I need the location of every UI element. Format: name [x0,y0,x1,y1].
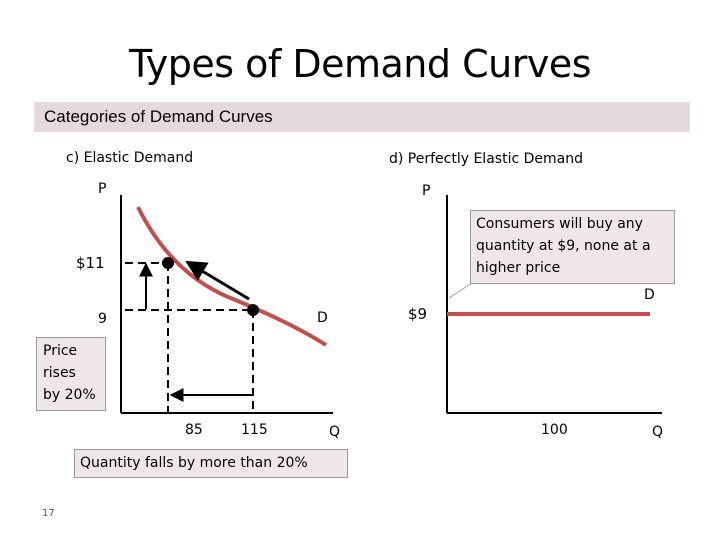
page-number: 17 [42,508,55,519]
callout-line-1: Consumers will buy any [476,216,643,232]
price-note-line-3: by 20% [43,387,96,403]
left-point-high [162,257,174,269]
price-high-label: $11 [76,254,105,272]
right-y-axis-label: P [422,183,431,199]
left-x-axis-label: Q [329,424,341,440]
callout-box: Consumers will buy any quantity at $9, n… [470,210,675,284]
callout-line-3: higher price [476,260,561,276]
price-note-line-2: rises [43,365,76,381]
quantity-fall-note: Quantity falls by more than 20% [74,449,348,478]
price-low-label: 9 [98,311,107,327]
qty-low-label: 85 [185,422,203,438]
price-rise-note: Price rises by 20% [36,337,106,411]
left-demand-curve [136,206,328,347]
slide-title: Types of Demand Curves [129,42,592,86]
left-y-axis-label: P [98,181,107,197]
price-note-line-1: Price [43,343,78,359]
slide-subtitle: Categories of Demand Curves [44,107,273,126]
movement-arrow [185,260,250,301]
subtitle-band: Categories of Demand Curves [34,102,690,132]
right-price-label: $9 [408,305,428,323]
callout-line-2: quantity at $9, none at a [476,238,651,254]
right-x-axis-label: Q [652,424,664,440]
left-panel-heading: c) Elastic Demand [66,150,194,166]
quantity-note-text: Quantity falls by more than 20% [80,455,308,471]
right-curve-label: D [644,287,655,303]
right-panel-heading: d) Perfectly Elastic Demand [389,151,583,167]
qty-high-label: 115 [241,422,268,438]
left-point-low [247,304,259,316]
left-curve-label: D [317,310,328,326]
right-qty-label: 100 [541,422,568,438]
